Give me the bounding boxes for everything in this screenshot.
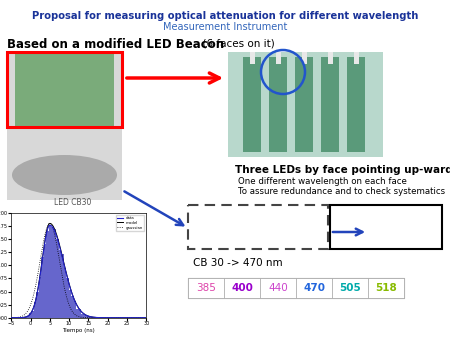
Text: CB 30 -> 470 nm: CB 30 -> 470 nm <box>193 258 283 268</box>
Text: Rise Time ~ 2.5 ns: Rise Time ~ 2.5 ns <box>335 212 429 222</box>
Bar <box>41 257 44 318</box>
Bar <box>91 317 94 318</box>
Bar <box>269 57 287 152</box>
Bar <box>224 278 260 298</box>
Bar <box>243 57 261 152</box>
Bar <box>24 317 26 318</box>
Text: LED CB30: LED CB30 <box>54 198 92 207</box>
Text: One different wavelength on each face: One different wavelength on each face <box>238 177 407 186</box>
Bar <box>34 302 36 318</box>
Text: Proposal for measuring optical attenuation for different wavelength: Proposal for measuring optical attenuati… <box>32 11 418 21</box>
Bar <box>44 244 46 318</box>
Bar <box>188 278 404 298</box>
Bar <box>276 52 281 64</box>
Bar <box>79 309 81 318</box>
Bar <box>347 57 365 152</box>
Bar <box>328 52 333 64</box>
Text: Based on a modified LED Beacon: Based on a modified LED Beacon <box>7 38 224 51</box>
Text: 440: 440 <box>268 283 288 293</box>
Bar <box>368 278 404 298</box>
X-axis label: Tiempo (ns): Tiempo (ns) <box>63 328 95 333</box>
Text: 385: 385 <box>196 283 216 293</box>
Bar <box>72 296 74 318</box>
Text: Three LEDs by face pointing up-wards: Three LEDs by face pointing up-wards <box>235 165 450 175</box>
Text: 505: 505 <box>339 283 361 293</box>
Bar <box>36 292 39 318</box>
Bar <box>46 231 49 318</box>
Bar <box>29 313 31 318</box>
Text: 518: 518 <box>375 283 397 293</box>
Legend: data, model, gaussian: data, model, gaussian <box>116 215 144 231</box>
Bar <box>302 52 307 64</box>
Bar <box>295 57 313 152</box>
Bar <box>94 317 96 318</box>
Bar <box>89 317 91 318</box>
Text: Voltage at 23 Volts: Voltage at 23 Volts <box>193 228 291 238</box>
Text: To assure redundance and to check systematics: To assure redundance and to check system… <box>238 187 445 196</box>
Bar <box>49 225 51 318</box>
Bar <box>321 57 339 152</box>
Text: 470: 470 <box>303 283 325 293</box>
Bar <box>81 314 84 318</box>
Bar <box>51 227 54 318</box>
Bar <box>84 315 86 318</box>
Text: 400: 400 <box>231 283 253 293</box>
Bar <box>228 52 383 157</box>
Text: Flashing at 300 Hz: Flashing at 300 Hz <box>193 212 290 222</box>
Bar <box>74 301 76 318</box>
Bar <box>86 316 89 318</box>
Text: (6 faces on it): (6 faces on it) <box>196 38 275 48</box>
Bar <box>260 278 296 298</box>
Ellipse shape <box>12 155 117 195</box>
Bar <box>54 230 56 318</box>
Bar <box>354 52 359 64</box>
Text: FWHM ~ 5 ns: FWHM ~ 5 ns <box>335 228 402 238</box>
Bar <box>76 309 79 318</box>
Bar <box>188 278 224 298</box>
Bar <box>188 205 328 249</box>
Text: Measurement Instrument: Measurement Instrument <box>163 22 287 32</box>
Bar <box>64 268 66 318</box>
Bar <box>330 205 442 249</box>
Bar <box>27 316 29 318</box>
Bar <box>7 52 122 200</box>
Bar <box>15 54 114 126</box>
Bar <box>59 250 61 318</box>
Bar <box>7 52 122 127</box>
Bar <box>296 278 332 298</box>
Bar <box>56 239 58 318</box>
Bar <box>66 277 69 318</box>
Bar <box>69 290 71 318</box>
Bar <box>32 311 34 318</box>
Bar <box>250 52 255 64</box>
Bar <box>39 277 41 318</box>
Bar <box>332 278 368 298</box>
Bar <box>61 254 63 318</box>
